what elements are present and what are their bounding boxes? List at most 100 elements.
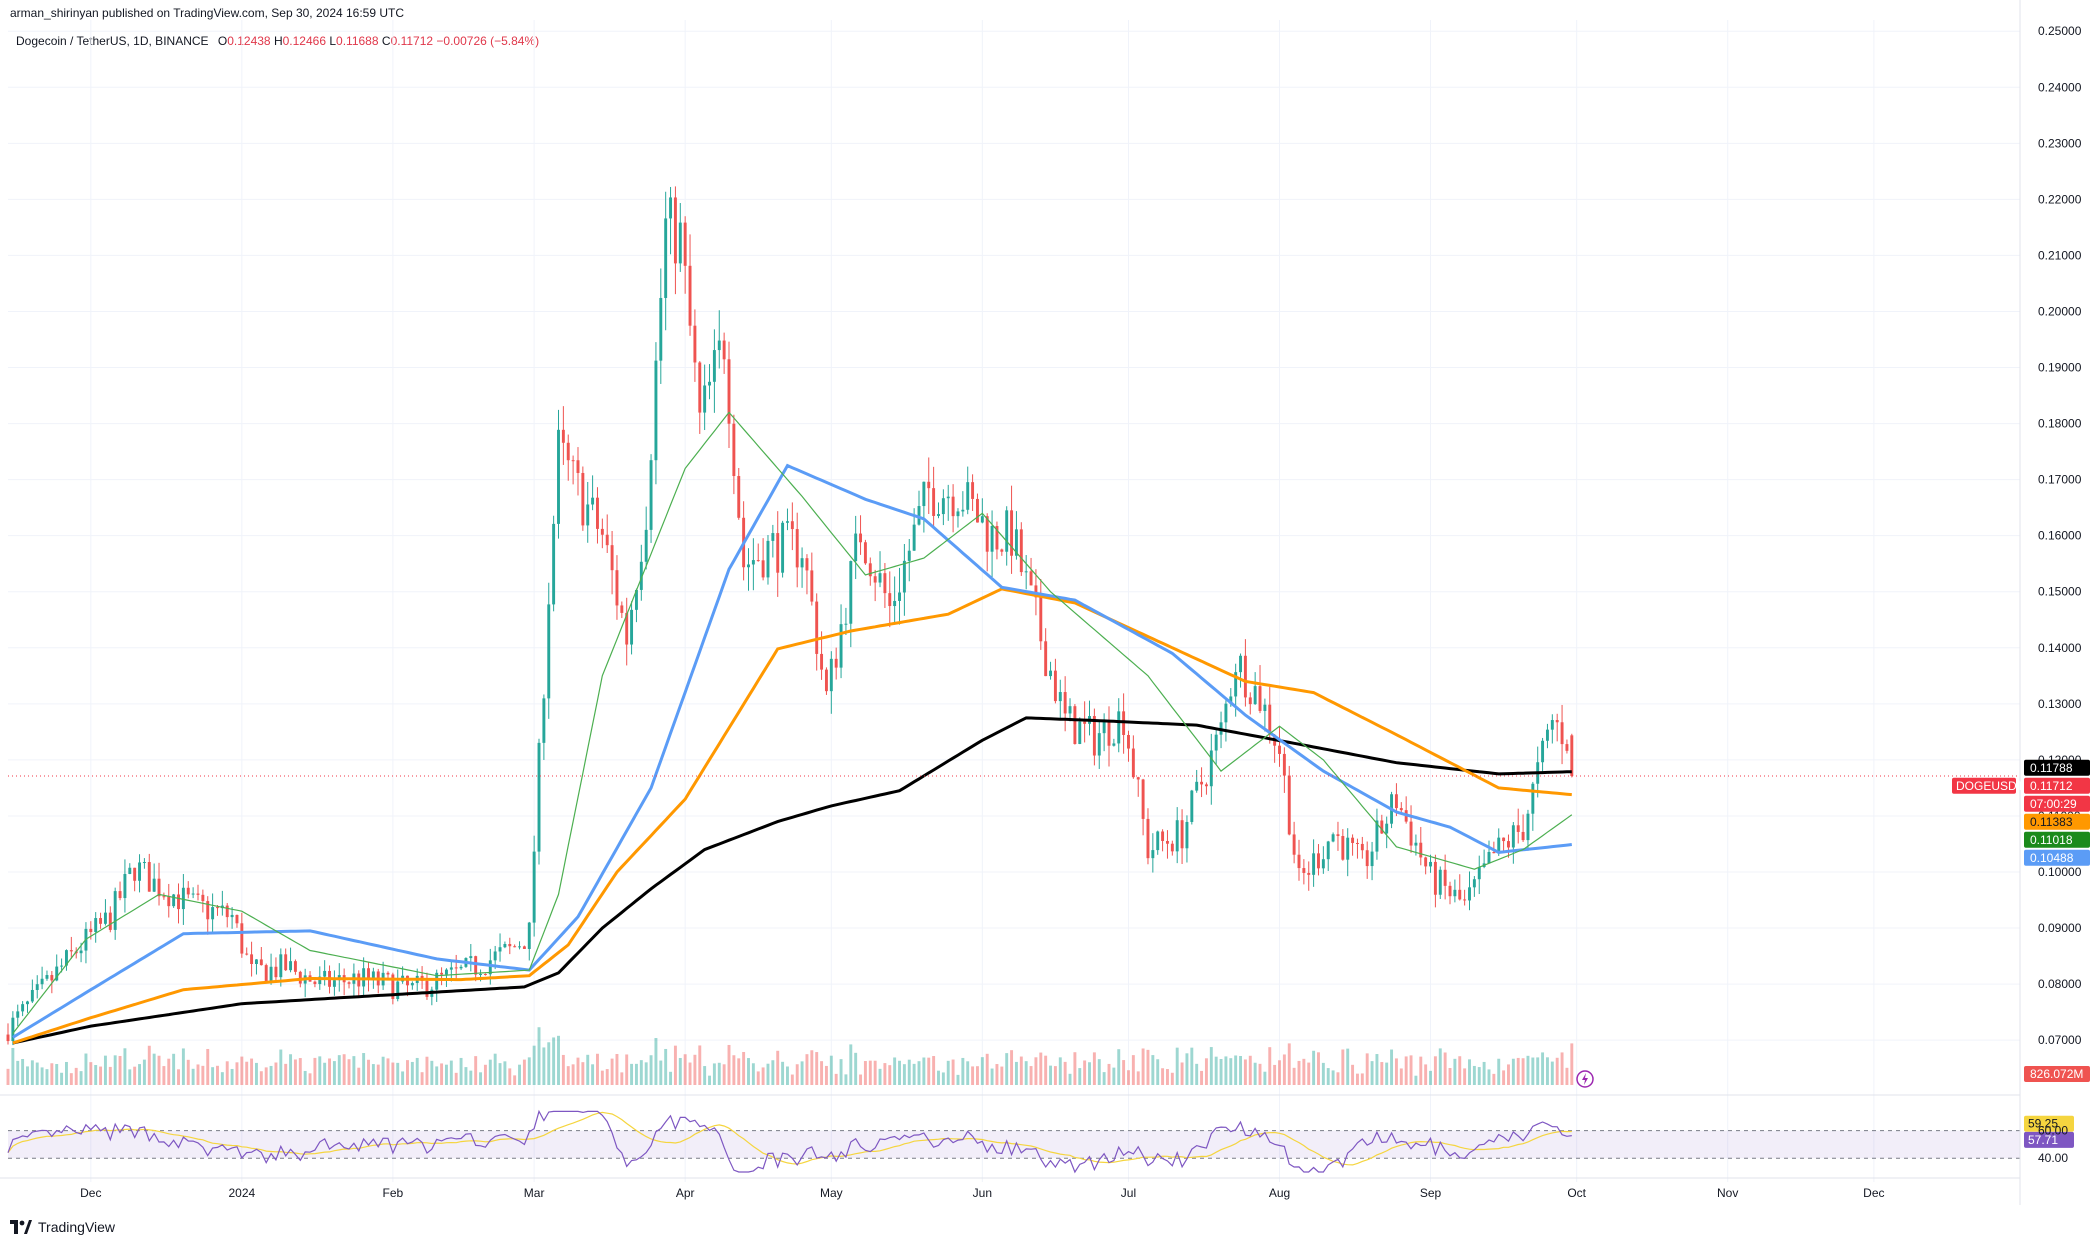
candle-body: [1419, 842, 1423, 858]
volume-bar: [956, 1074, 960, 1085]
candle-body: [371, 971, 375, 980]
candle-body: [1200, 781, 1204, 785]
volume-bar: [1346, 1048, 1350, 1085]
candle-body: [557, 429, 560, 524]
volume-bar: [459, 1057, 463, 1085]
ma-orange-line: [12, 587, 1572, 1045]
volume-badge-label: 826.072M: [2030, 1067, 2083, 1081]
lightning-icon[interactable]: [1576, 1070, 1594, 1088]
candle-body: [216, 907, 219, 909]
candle-body: [108, 912, 112, 930]
volume-bar: [1248, 1055, 1252, 1085]
tradingview-branding[interactable]: TradingView: [10, 1219, 115, 1235]
volume-bar: [84, 1053, 88, 1085]
candle-body: [35, 984, 39, 990]
candle-body: [1507, 841, 1510, 848]
volume-bar: [1058, 1057, 1062, 1085]
candle-body: [1097, 733, 1101, 756]
volume-bar: [1472, 1065, 1476, 1085]
candle-body: [776, 533, 780, 573]
volume-bar: [620, 1072, 624, 1085]
candle-body: [946, 496, 950, 499]
volume-bar: [1204, 1058, 1208, 1085]
candle-body: [966, 482, 970, 510]
volume-bar: [1521, 1058, 1525, 1085]
volume-bar: [591, 1064, 595, 1085]
volume-bar: [766, 1063, 770, 1085]
volume-bar: [118, 1055, 122, 1085]
candle-body: [435, 972, 439, 990]
symbol-title[interactable]: Dogecoin / TetherUS, 1D, BINANCE: [16, 34, 209, 48]
candle-body: [1214, 734, 1218, 751]
volume-bar: [571, 1064, 575, 1085]
volume-bar: [318, 1056, 322, 1085]
candle-body: [225, 905, 229, 918]
candle-body: [444, 969, 448, 975]
rsi-value-badge: [2024, 1115, 2074, 1132]
candle-body: [201, 894, 205, 902]
volume-bar: [859, 1074, 863, 1085]
candle-body: [1355, 842, 1359, 844]
volume-bar: [625, 1054, 629, 1085]
volume-bar: [1375, 1054, 1379, 1085]
candle-body: [805, 558, 809, 571]
candle-body: [732, 423, 736, 477]
volume-bar: [922, 1057, 926, 1085]
candle-body: [1112, 743, 1116, 746]
candle-body: [79, 950, 83, 954]
x-tick-label: 2024: [228, 1186, 255, 1200]
candle-body: [634, 589, 638, 610]
volume-bar: [703, 1066, 707, 1085]
candle-body: [1458, 889, 1462, 900]
candle-body: [737, 476, 741, 518]
volume-bar: [69, 1073, 73, 1085]
volume-bar: [532, 1045, 536, 1085]
candle-body: [488, 960, 492, 975]
volume-bar: [971, 1066, 975, 1085]
candle-body: [790, 521, 794, 530]
tradingview-logo-icon: [10, 1220, 32, 1234]
volume-bar: [1317, 1052, 1320, 1085]
volume-bar: [815, 1052, 819, 1085]
volume-bar: [1526, 1055, 1530, 1085]
volume-bar: [357, 1067, 361, 1085]
volume-bar: [1390, 1049, 1394, 1085]
candle-body: [293, 961, 297, 972]
candle-body: [800, 558, 804, 568]
volume-bar: [644, 1062, 648, 1085]
candle-body: [693, 325, 697, 363]
candle-body: [1385, 823, 1389, 834]
volume-bar: [254, 1062, 258, 1085]
candle-body: [561, 429, 565, 443]
volume-bar: [596, 1053, 599, 1085]
candle-body: [912, 524, 916, 551]
volume-bar: [941, 1072, 945, 1085]
volume-bar: [688, 1062, 692, 1085]
volume-bar: [937, 1070, 940, 1085]
volume-bar: [669, 1071, 673, 1085]
candle-body: [781, 522, 785, 573]
candle-body: [1239, 655, 1242, 673]
volume-bar: [1136, 1071, 1140, 1085]
volume-bar: [1273, 1064, 1277, 1085]
volume-bar: [1341, 1049, 1345, 1085]
candle-body: [142, 862, 146, 864]
candle-body: [1526, 813, 1530, 841]
candle-body: [917, 506, 921, 525]
open-value: 0.12438: [227, 34, 271, 48]
volume-bar: [216, 1065, 219, 1085]
candle-body: [868, 563, 872, 577]
volume-bar: [854, 1052, 858, 1085]
candle-body: [503, 944, 507, 948]
volume-bar: [727, 1044, 731, 1085]
candle-body: [639, 561, 643, 590]
candle-body: [542, 698, 546, 743]
volume-bar: [513, 1075, 517, 1085]
ma-black-line: [12, 716, 1572, 1045]
volume-bar: [35, 1062, 39, 1085]
y-tick-label: 0.18000: [2038, 417, 2082, 431]
candle-body: [1185, 821, 1189, 849]
volume-bar: [464, 1067, 468, 1085]
volume-bar: [678, 1057, 682, 1085]
